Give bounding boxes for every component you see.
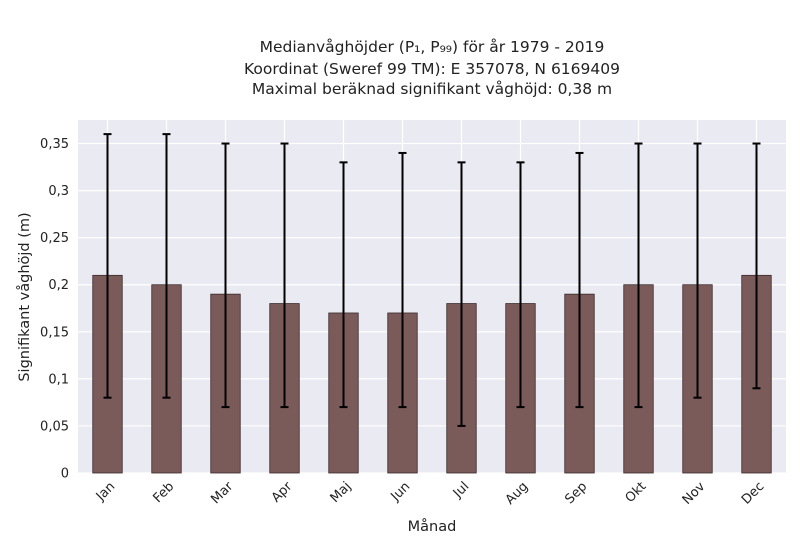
x-tick-label: Jan bbox=[93, 479, 118, 504]
error-bar-aug bbox=[516, 161, 525, 409]
error-bar-feb bbox=[162, 133, 171, 399]
error-bar-nov bbox=[693, 142, 702, 399]
y-tick-label: 0,15 bbox=[40, 325, 69, 340]
error-bar-jan bbox=[103, 133, 112, 399]
error-bar-okt bbox=[634, 142, 643, 409]
y-tick-label: 0,25 bbox=[40, 231, 69, 246]
y-axis-ticks: 0 0,05 0,1 0,15 0,2 0,25 0,3 0,35 bbox=[40, 137, 69, 481]
x-tick-label: Feb bbox=[150, 479, 177, 506]
y-tick-label: 0,35 bbox=[40, 137, 69, 152]
error-bar-jul bbox=[457, 161, 466, 427]
x-tick-label: Nov bbox=[680, 479, 709, 508]
error-bar-maj bbox=[339, 161, 348, 409]
x-tick-label: Okt bbox=[623, 479, 650, 506]
y-tick-label: 0,3 bbox=[48, 184, 69, 199]
x-tick-label: Apr bbox=[269, 479, 296, 506]
x-tick-label: Dec bbox=[739, 479, 767, 507]
y-axis-label: Signifikant våghöjd (m) bbox=[16, 212, 33, 381]
x-tick-label: Sep bbox=[562, 479, 590, 507]
title-line-3: Maximal beräknad signifikant våghöjd: 0,… bbox=[252, 80, 612, 98]
x-axis-label: Månad bbox=[408, 518, 457, 535]
chart-title: Medianvåghöjder (P₁, P₉₉) för år 1979 - … bbox=[244, 38, 620, 98]
title-line-2: Koordinat (Sweref 99 TM): E 357078, N 61… bbox=[244, 60, 620, 78]
title-line-1: Medianvåghöjder (P₁, P₉₉) för år 1979 - … bbox=[260, 38, 605, 56]
error-bar-mar bbox=[221, 142, 230, 409]
error-bar-jun bbox=[398, 151, 407, 409]
error-bars bbox=[103, 133, 761, 427]
error-bar-apr bbox=[280, 142, 289, 409]
plot-area bbox=[78, 120, 786, 473]
x-axis-ticks: Jan Feb Mar Apr Maj Jun Jul Aug Sep Okt Nov Dec bbox=[93, 479, 767, 508]
y-tick-label: 0,05 bbox=[40, 419, 69, 434]
y-tick-label: 0,2 bbox=[48, 278, 69, 293]
y-tick-label: 0 bbox=[61, 467, 69, 482]
y-tick-label: 0,1 bbox=[48, 372, 69, 387]
error-bar-sep bbox=[575, 151, 584, 409]
x-tick-label: Mar bbox=[208, 479, 236, 507]
error-bar-dec bbox=[752, 142, 761, 390]
x-tick-label: Maj bbox=[328, 479, 355, 506]
x-tick-label: Jul bbox=[450, 479, 472, 501]
x-tick-label: Jun bbox=[388, 479, 414, 505]
x-tick-label: Aug bbox=[503, 479, 532, 508]
